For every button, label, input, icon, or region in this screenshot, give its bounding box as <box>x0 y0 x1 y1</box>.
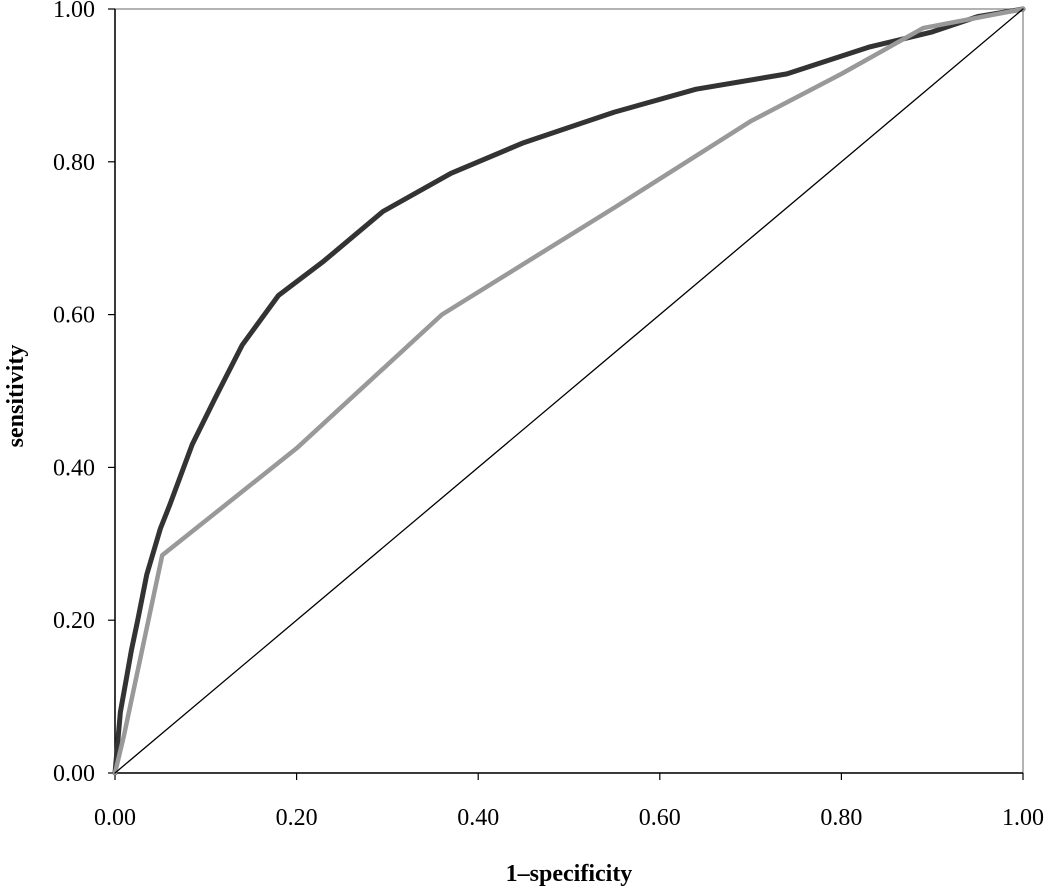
gray-roc-curve <box>112 6 1026 776</box>
x-tick-label: 0.00 <box>94 805 136 831</box>
x-axis-title: 1–specificity <box>506 861 633 887</box>
y-tick-label: 0.60 <box>53 303 95 329</box>
y-tick-label: 1.00 <box>53 0 95 23</box>
y-tick-label: 0.80 <box>53 150 95 176</box>
tick-labels: 0.00 0.20 0.40 0.60 0.80 1.00 0.00 0.20 0.40 0.60… <box>53 0 1044 831</box>
axes <box>108 8 1024 780</box>
y-tick-label: 0.40 <box>53 455 95 481</box>
y-tick-label: 0.20 <box>53 608 95 634</box>
x-tick-label: 0.20 <box>276 805 318 831</box>
dark-roc-curve <box>112 6 1026 776</box>
x-tick-label: 0.60 <box>639 805 681 831</box>
x-tick-label: 0.40 <box>457 805 499 831</box>
reference-diagonal <box>114 8 1024 774</box>
y-tick-label: 0.00 <box>53 761 95 787</box>
x-tick-label: 1.00 <box>1002 805 1044 831</box>
series-group <box>112 6 1026 776</box>
y-axis-title: sensitivity <box>3 345 29 448</box>
x-tick-label: 0.80 <box>820 805 862 831</box>
